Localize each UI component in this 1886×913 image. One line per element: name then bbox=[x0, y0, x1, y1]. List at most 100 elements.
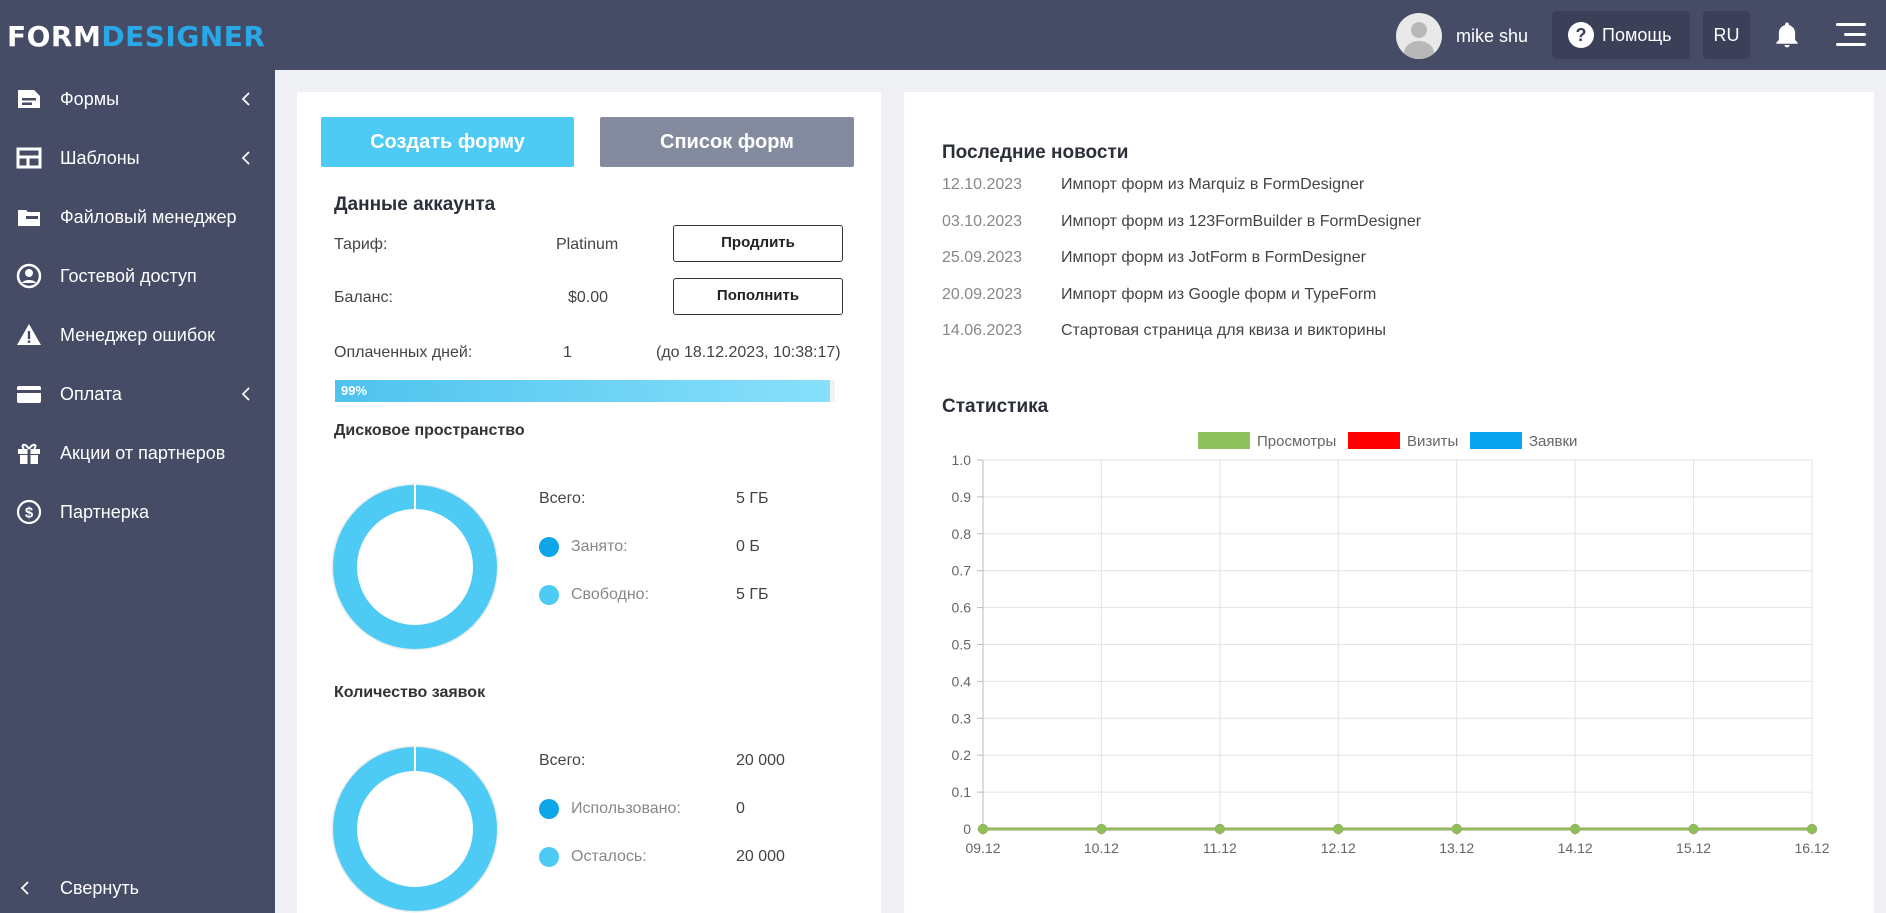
sidebar-item-label: Менеджер ошибок bbox=[60, 324, 216, 345]
sidebar-item-label: Формы bbox=[60, 88, 120, 109]
sidebar-item-affiliate[interactable]: $ Партнерка bbox=[0, 487, 275, 537]
language-button[interactable]: RU bbox=[1703, 11, 1750, 59]
chevron-left-icon bbox=[241, 92, 250, 106]
data-point bbox=[1688, 824, 1699, 834]
data-point bbox=[1333, 824, 1344, 834]
sidebar-item-payment[interactable]: Оплата bbox=[0, 369, 275, 419]
data-point bbox=[1214, 824, 1225, 834]
stats-chart: 1.0 0.9 0.8 0.7 0.6 0.5 0.4 0.3 0.2 0.1 0 09.12 10.1… bbox=[904, 92, 1874, 913]
data-point bbox=[1807, 824, 1817, 834]
paid-days-label: Оплаченных дней: bbox=[334, 344, 473, 361]
submissions-used-label: Использовано: bbox=[571, 800, 681, 817]
news-link[interactable]: Импорт форм из Marquiz в FormDesigner bbox=[1061, 176, 1365, 193]
collapse-sidebar-button[interactable]: Свернуть bbox=[0, 863, 275, 913]
disk-free-value: 5 ГБ bbox=[736, 586, 769, 603]
question-icon: ? bbox=[1568, 22, 1594, 48]
free-legend-dot bbox=[539, 585, 559, 605]
used-legend-dot bbox=[539, 537, 559, 557]
y-tick-label: 0 bbox=[963, 821, 971, 837]
x-tick-label: 11.12 bbox=[1203, 840, 1237, 856]
disk-donut-free bbox=[333, 485, 497, 649]
forms-icon bbox=[18, 90, 40, 108]
news-link[interactable]: Стартовая страница для квиза и викторины bbox=[1061, 322, 1387, 339]
disk-total-label: Всего: bbox=[539, 490, 586, 507]
disk-total-value: 5 ГБ bbox=[736, 490, 769, 507]
sidebar-item-label: Файловый менеджер bbox=[60, 206, 237, 227]
news-date: 20.09.2023 bbox=[942, 286, 1023, 303]
submissions-total-value: 20 000 bbox=[736, 752, 785, 769]
avatar bbox=[1396, 13, 1442, 59]
chevron-left-icon bbox=[20, 881, 29, 895]
credit-card-icon bbox=[17, 386, 41, 403]
user-menu[interactable]: mike shu bbox=[1396, 13, 1528, 59]
y-tick-label: 1.0 bbox=[952, 452, 972, 468]
sidebar-item-templates[interactable]: Шаблоны bbox=[0, 133, 275, 183]
paid-days-progress: 99% bbox=[335, 380, 835, 402]
news-date: 25.09.2023 bbox=[942, 249, 1023, 266]
chevron-left-icon bbox=[241, 151, 250, 165]
legend-label: Просмотры bbox=[1257, 433, 1336, 450]
left-legend-dot bbox=[539, 847, 559, 867]
sidebar-item-label: Партнерка bbox=[60, 501, 150, 522]
news-link[interactable]: Импорт форм из Google форм и TypeForm bbox=[1061, 286, 1377, 303]
sidebar-item-label: Оплата bbox=[60, 383, 122, 404]
disk-donut-chart bbox=[331, 483, 499, 651]
news-date: 14.06.2023 bbox=[942, 322, 1023, 339]
menu-icon[interactable] bbox=[1836, 23, 1866, 47]
extend-button[interactable]: Продлить bbox=[673, 225, 843, 262]
legend-swatch bbox=[1198, 432, 1250, 449]
stats-title: Статистика bbox=[942, 396, 1049, 417]
user-circle-icon bbox=[16, 263, 42, 289]
help-label: Помощь bbox=[1602, 24, 1672, 45]
create-form-button[interactable]: Создать форму bbox=[321, 117, 574, 167]
y-tick-label: 0.7 bbox=[952, 563, 972, 579]
sidebar-item-forms[interactable]: Формы bbox=[0, 74, 275, 124]
submissions-donut-chart bbox=[331, 745, 499, 913]
x-tick-label: 15.12 bbox=[1676, 840, 1711, 856]
data-point bbox=[1570, 824, 1581, 834]
sidebar-item-file-manager[interactable]: Файловый менеджер bbox=[0, 192, 275, 242]
balance-label: Баланс: bbox=[334, 289, 393, 306]
news-date: 12.10.2023 bbox=[942, 176, 1023, 193]
sidebar-item-error-manager[interactable]: Менеджер ошибок bbox=[0, 310, 275, 360]
sidebar-item-partner-promos[interactable]: Акции от партнеров bbox=[0, 428, 275, 478]
news-link[interactable]: Импорт форм из JotForm в FormDesigner bbox=[1061, 249, 1366, 266]
submissions-title: Количество заявок bbox=[334, 684, 486, 701]
disk-free-label: Свободно: bbox=[571, 586, 649, 603]
disk-used-value: 0 Б bbox=[736, 538, 760, 555]
news-link[interactable]: Импорт форм из 123FormBuilder в FormDesi… bbox=[1061, 213, 1422, 230]
submissions-left-label: Осталось: bbox=[571, 848, 647, 865]
stats-line-chart: 1.0 0.9 0.8 0.7 0.6 0.5 0.4 0.3 0.2 0.1 0 09.12 10.1… bbox=[952, 432, 1830, 856]
progress-fill bbox=[335, 380, 830, 402]
logo[interactable]: FORMDESIGNER bbox=[7, 20, 265, 53]
legend-swatch bbox=[1470, 432, 1522, 449]
x-tick-label: 10.12 bbox=[1084, 840, 1119, 856]
legend-label: Заявки bbox=[1529, 433, 1577, 450]
top-bar: FORMDESIGNER mike shu ? Помощь RU bbox=[0, 0, 1886, 70]
paid-until: (до 18.12.2023, 10:38:17) bbox=[656, 344, 841, 361]
form-list-button[interactable]: Список форм bbox=[600, 117, 854, 167]
disk-title: Дисковое пространство bbox=[334, 422, 525, 439]
topup-button[interactable]: Пополнить bbox=[673, 278, 843, 315]
sidebar-item-label: Гостевой доступ bbox=[60, 265, 197, 286]
x-tick-label: 14.12 bbox=[1558, 840, 1593, 856]
news-date: 03.10.2023 bbox=[942, 213, 1023, 230]
data-point bbox=[978, 824, 988, 834]
bell-icon[interactable] bbox=[1772, 20, 1802, 50]
x-tick-label: 13.12 bbox=[1439, 840, 1474, 856]
logo-part1: FORM bbox=[7, 20, 102, 53]
sidebar: Формы Шаблоны Файловый менеджер Гостевой… bbox=[0, 70, 275, 913]
balance-value: $0.00 bbox=[568, 289, 609, 306]
collapse-label: Свернуть bbox=[60, 877, 139, 898]
chevron-left-icon bbox=[241, 387, 250, 401]
help-button[interactable]: ? Помощь bbox=[1552, 11, 1690, 59]
user-name: mike shu bbox=[1456, 25, 1529, 46]
progress-text: 99% bbox=[341, 383, 368, 398]
used-legend-dot bbox=[539, 799, 559, 819]
account-title: Данные аккаунта bbox=[334, 194, 496, 215]
y-tick-label: 0.3 bbox=[952, 710, 972, 726]
data-point bbox=[1451, 824, 1462, 834]
x-tick-label: 12.12 bbox=[1321, 840, 1356, 856]
sidebar-item-guest-access[interactable]: Гостевой доступ bbox=[0, 251, 275, 301]
submissions-total-label: Всего: bbox=[539, 752, 586, 769]
